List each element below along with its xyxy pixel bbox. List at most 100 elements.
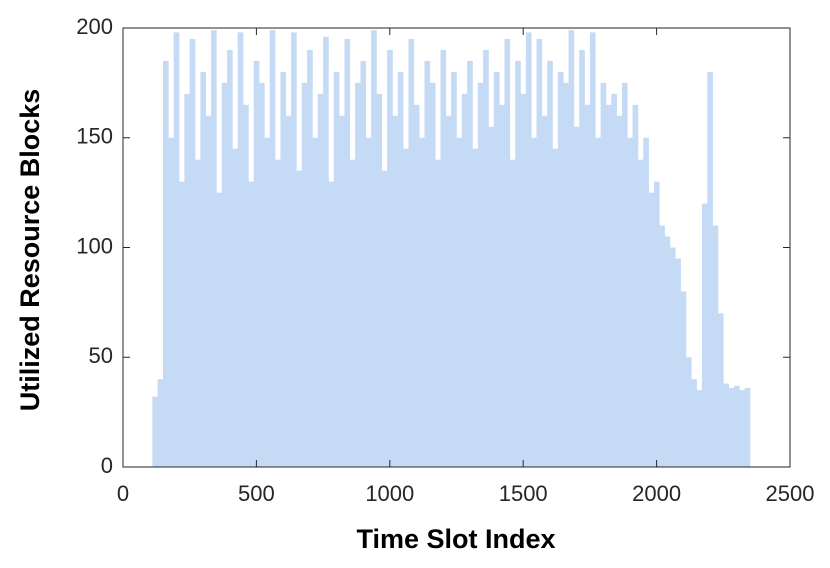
bar (707, 71, 713, 468)
y-tick-label: 100 (76, 233, 113, 258)
x-tick-label: 2000 (632, 481, 681, 506)
bar (168, 137, 174, 467)
bar (659, 225, 665, 467)
bar (424, 60, 431, 468)
bar (200, 71, 207, 468)
bar (328, 181, 335, 467)
bar (232, 148, 239, 467)
bar (493, 71, 500, 468)
bar (509, 159, 516, 467)
bar (504, 38, 511, 467)
bar (616, 115, 623, 468)
bar (733, 385, 740, 467)
bar (531, 137, 537, 467)
bar (237, 32, 244, 467)
bar (627, 137, 633, 467)
bar (381, 170, 388, 468)
bar (701, 203, 708, 467)
bar (696, 390, 703, 467)
x-tick-label: 500 (238, 481, 275, 506)
bar (392, 115, 399, 468)
bar (744, 387, 751, 467)
bar (499, 104, 505, 467)
bar (376, 93, 383, 467)
bar (563, 82, 569, 467)
bar (728, 387, 735, 467)
bar (595, 137, 601, 467)
bar (264, 137, 271, 467)
bar (483, 49, 489, 467)
bar (275, 159, 281, 467)
bar (520, 93, 527, 467)
bar (717, 313, 724, 467)
bar (525, 32, 532, 467)
bar (440, 49, 447, 467)
bar (365, 137, 372, 467)
bar (259, 82, 265, 467)
bar (515, 60, 521, 468)
bar (419, 137, 425, 467)
bar (184, 93, 190, 467)
bar (664, 236, 671, 467)
bar (248, 181, 255, 467)
bar (621, 82, 628, 467)
x-tick-label: 2500 (766, 481, 815, 506)
bar (429, 82, 436, 467)
bar (669, 247, 676, 467)
x-tick-label: 1000 (365, 481, 414, 506)
bar (317, 93, 324, 467)
bar (323, 36, 329, 467)
bar (243, 104, 249, 467)
bar (435, 159, 441, 467)
bar (387, 49, 393, 467)
bar (536, 38, 543, 467)
bar (568, 30, 575, 467)
bar (637, 159, 644, 467)
bar (307, 49, 313, 467)
bar (691, 379, 697, 467)
bar (296, 170, 303, 468)
y-tick-label: 0 (101, 453, 113, 478)
bar (403, 148, 409, 467)
bar (461, 93, 468, 467)
bar (467, 60, 473, 468)
bar (685, 357, 692, 467)
bar (163, 60, 169, 468)
bar (371, 30, 377, 467)
bar (451, 71, 457, 468)
bar (675, 258, 681, 467)
x-axis-label: Time Slot Index (356, 524, 555, 554)
y-tick-label: 150 (76, 124, 113, 149)
bar (253, 60, 260, 468)
bar (301, 82, 308, 467)
bar (173, 32, 180, 467)
bar (355, 82, 361, 467)
bar (573, 126, 580, 468)
bar (157, 379, 164, 467)
bar (344, 38, 351, 467)
bar (643, 137, 649, 467)
bar (221, 82, 228, 467)
bar (211, 30, 217, 467)
bar (205, 115, 212, 468)
bar (269, 30, 276, 467)
bar (445, 115, 452, 468)
bar (477, 82, 484, 467)
bar (712, 225, 719, 467)
bar (648, 192, 655, 467)
bar (552, 148, 559, 467)
bar (589, 32, 596, 467)
bar (488, 126, 495, 468)
bar (605, 104, 612, 467)
bar (227, 49, 233, 467)
x-tick-label: 0 (117, 481, 129, 506)
y-axis-label: Utilized Resource Blocks (15, 89, 45, 412)
bar (472, 148, 479, 467)
bar (653, 181, 660, 467)
bar (349, 159, 356, 467)
bar (312, 137, 319, 467)
x-tick-label: 1500 (499, 481, 548, 506)
bar (413, 104, 420, 467)
bar (557, 71, 564, 468)
